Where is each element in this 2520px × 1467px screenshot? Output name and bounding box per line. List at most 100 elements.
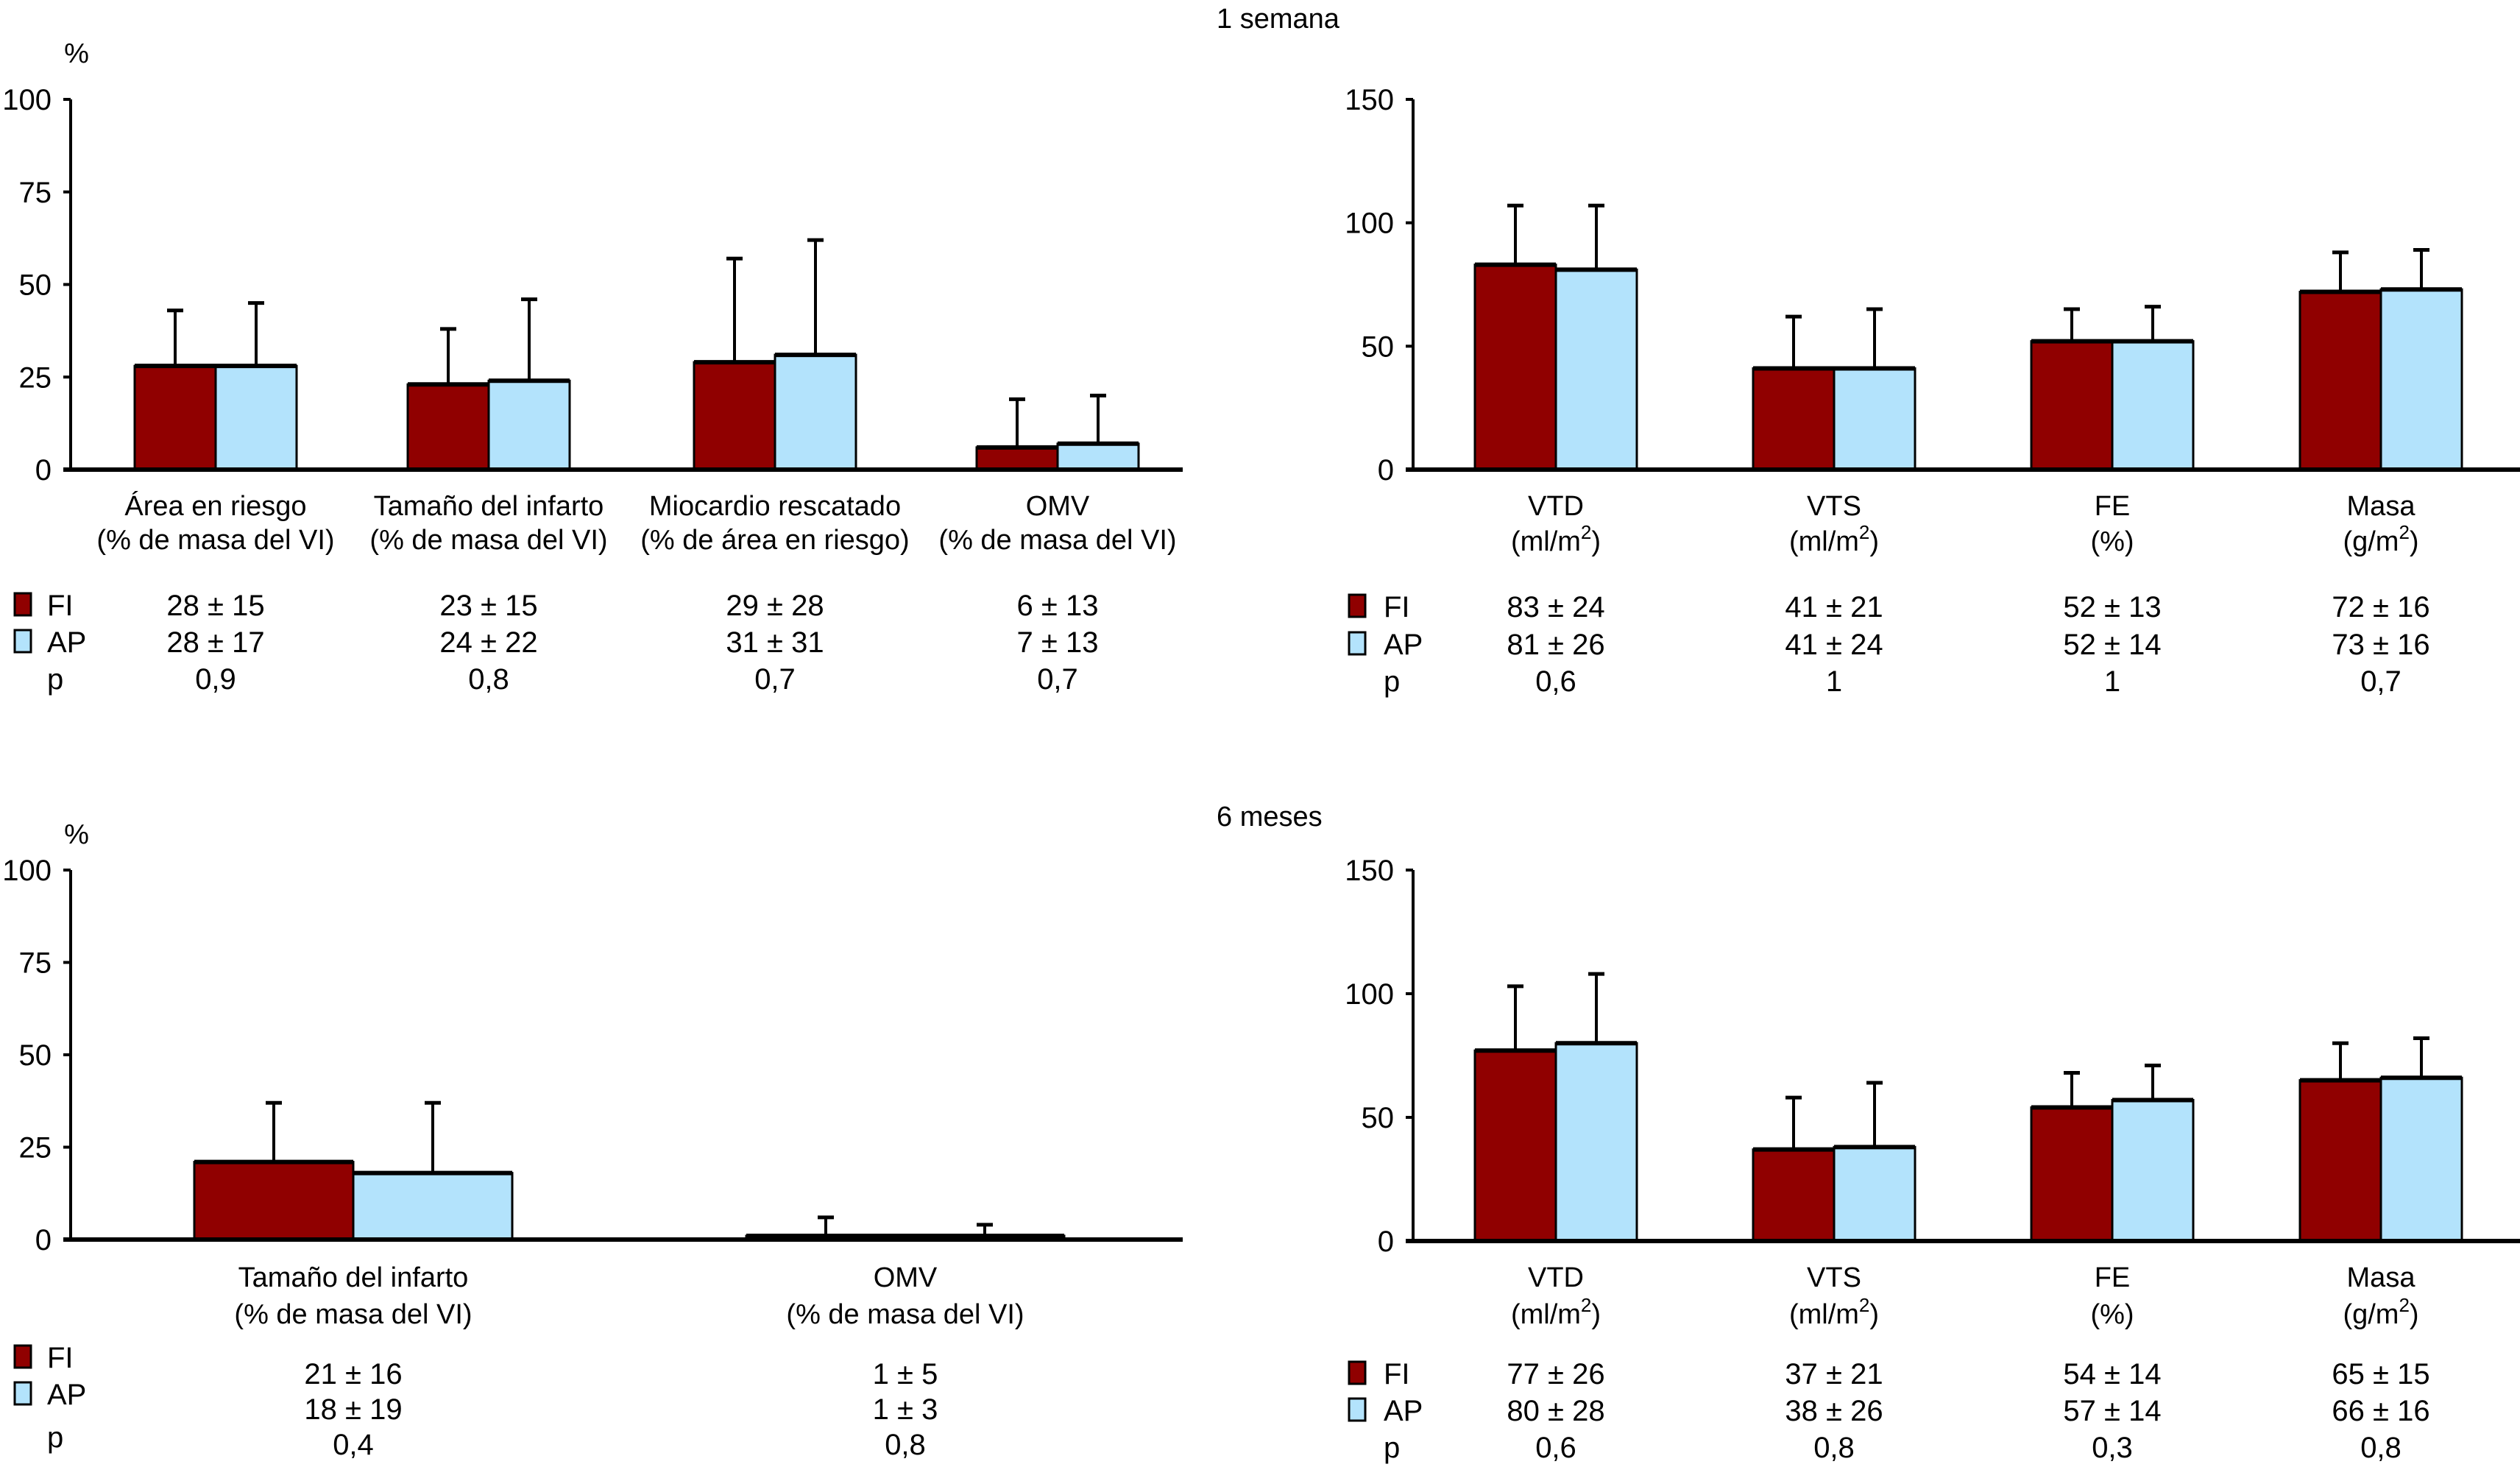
table-value-ap: 73 ± 16 [2332, 629, 2429, 661]
y-axis-label: % [64, 38, 89, 69]
bar-ap [1554, 1042, 1638, 1242]
table-value-fi: 72 ± 16 [2332, 591, 2429, 623]
unit-text: (g/m [2343, 526, 2399, 557]
category-unit: (ml/m2) [1789, 521, 1879, 557]
table-value-fi: 37 ± 21 [1785, 1358, 1883, 1390]
y-tick-label: 100 [1345, 208, 1394, 240]
table-value-p: 0,6 [1535, 1432, 1576, 1464]
category-label: OMV [1026, 491, 1090, 522]
unit-superscript: 2 [2399, 521, 2409, 543]
legend-swatch-fi [13, 1344, 32, 1369]
bar-ap [774, 353, 857, 471]
table-value-p: 0,7 [2360, 665, 2402, 698]
category-unit: (g/m2) [2343, 1294, 2418, 1330]
category-label: FE [2095, 491, 2131, 522]
category-unit: (ml/m2) [1511, 521, 1601, 557]
bar-ap [2111, 340, 2195, 471]
unit-superscript: 2 [1859, 1294, 1869, 1316]
bar-fi [2030, 1106, 2114, 1242]
legend-swatch-fi [1348, 593, 1367, 618]
legend-label-p: p [1384, 665, 1400, 698]
bar-ap [2379, 1076, 2463, 1242]
unit-text: (%) [2090, 526, 2134, 557]
bar-ap [214, 364, 298, 471]
category-label: Miocardio rescatado [649, 491, 901, 522]
category-label: OMV [874, 1262, 938, 1293]
bar-ap [352, 1172, 514, 1241]
table-value-p: 0,4 [333, 1429, 374, 1461]
legend-label-fi: FI [47, 1342, 74, 1374]
unit-text: (% de área en riesgo) [640, 525, 909, 556]
table-value-ap: 1 ± 3 [873, 1393, 938, 1426]
table-value-p: 0,8 [2360, 1432, 2402, 1464]
unit-close: ) [1869, 1299, 1879, 1330]
unit-close: ) [1591, 526, 1601, 557]
category-unit: (ml/m2) [1789, 1294, 1879, 1330]
category-unit: (g/m2) [2343, 521, 2418, 557]
table-value-fi: 52 ± 13 [2063, 591, 2161, 623]
category-label: Masa [2347, 491, 2416, 522]
table-value-fi: 23 ± 15 [439, 590, 537, 622]
bar-ap [1554, 268, 1638, 471]
y-tick-label: 25 [19, 1132, 52, 1164]
section-title: 1 semana [1217, 4, 1340, 35]
category-label: Tamaño del infarto [238, 1262, 469, 1293]
unit-superscript: 2 [1859, 521, 1869, 543]
y-tick-label: 50 [1362, 1102, 1395, 1134]
table-value-ap: 28 ± 17 [166, 626, 264, 659]
y-tick-label: 0 [35, 454, 52, 487]
table-value-ap: 66 ± 16 [2332, 1395, 2429, 1427]
bar-fi [2298, 1079, 2382, 1242]
y-tick-label: 0 [1378, 454, 1394, 487]
table-value-fi: 41 ± 21 [1785, 591, 1883, 623]
y-tick-label: 50 [1362, 330, 1395, 363]
unit-text: (g/m [2343, 1299, 2399, 1330]
table-value-fi: 28 ± 15 [166, 590, 264, 622]
y-tick-label: 75 [19, 947, 52, 980]
table-value-p: 1 [1826, 665, 1842, 698]
table-value-fi: 1 ± 5 [873, 1358, 938, 1390]
bar-fi [693, 361, 776, 471]
table-value-ap: 41 ± 24 [1785, 629, 1883, 661]
bar-fi [406, 383, 490, 471]
unit-text: (ml/m [1511, 526, 1581, 557]
y-tick-label: 100 [2, 855, 52, 887]
legend-label-p: p [47, 663, 63, 696]
table-value-fi: 29 ± 28 [726, 590, 824, 622]
legend-label-fi: FI [1384, 1358, 1410, 1390]
category-label: VTD [1528, 491, 1584, 522]
table-value-fi: 65 ± 15 [2332, 1358, 2429, 1390]
table-value-p: 0,7 [1037, 663, 1078, 696]
category-label: Área en riesgo [124, 490, 306, 522]
table-value-ap: 18 ± 19 [304, 1393, 402, 1426]
legend-label-p: p [47, 1421, 63, 1454]
category-unit: (% de masa del VI) [938, 525, 1176, 556]
unit-text: (% de masa del VI) [369, 525, 607, 556]
unit-close: ) [2410, 1299, 2419, 1330]
y-tick-label: 100 [2, 84, 52, 116]
y-tick-label: 50 [19, 1039, 52, 1072]
y-tick-label: 0 [35, 1224, 52, 1256]
bar-ap [2111, 1098, 2195, 1242]
legend-swatch-fi [1348, 1360, 1367, 1385]
table-value-fi: 83 ± 24 [1507, 591, 1604, 623]
category-unit: (%) [2090, 1299, 2134, 1330]
unit-superscript: 2 [1581, 1294, 1591, 1316]
legend-swatch-fi [13, 592, 32, 617]
table-value-p: 1 [2104, 665, 2120, 698]
category-unit: (% de masa del VI) [786, 1299, 1024, 1330]
table-value-ap: 52 ± 14 [2063, 629, 2161, 661]
table-value-p: 0,8 [1813, 1432, 1855, 1464]
category-unit: (%) [2090, 526, 2134, 557]
table-value-ap: 81 ± 26 [1507, 629, 1604, 661]
table-value-ap: 57 ± 14 [2063, 1395, 2161, 1427]
legend-swatch-ap [1348, 1397, 1367, 1422]
table-value-p: 0,8 [885, 1429, 926, 1461]
category-unit: (% de masa del VI) [96, 525, 334, 556]
bar-ap [1833, 1145, 1916, 1242]
category-unit: (ml/m2) [1511, 1294, 1601, 1330]
table-value-p: 0,7 [754, 663, 796, 696]
